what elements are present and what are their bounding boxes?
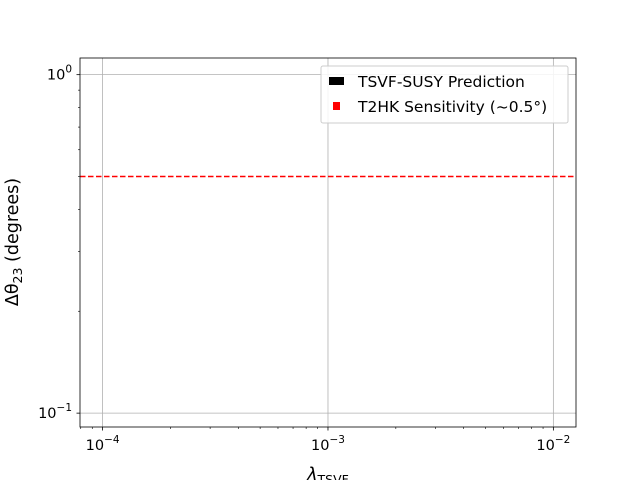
y-tick-label-exponent: −1 (57, 402, 72, 414)
x-tick-label: 10−4 (86, 434, 120, 454)
major-ticks (76, 74, 554, 431)
x-axis-label: λTSVF (306, 465, 349, 480)
x-tick-label-base: 10 (86, 438, 104, 454)
legend-label-prediction: TSVF-SUSY Prediction (357, 73, 525, 91)
y-tick-label: 100 (47, 64, 72, 84)
x-axis-label-subscript: TSVF (317, 472, 349, 480)
x-tick-label-base: 10 (536, 438, 554, 454)
legend: TSVF-SUSY Prediction T2HK Sensitivity (~… (320, 65, 569, 124)
legend-box (320, 65, 569, 124)
y-axis-label-subscript: 23 (10, 268, 25, 284)
minor-ticks (78, 89, 544, 429)
y-axis-label-prefix: Δθ (3, 283, 23, 306)
y-tick-label-base: 10 (47, 68, 65, 84)
y-axis-label-suffix: (degrees) (3, 178, 23, 268)
x-tick-label-exponent: −2 (555, 434, 570, 446)
x-tick-labels: 10−4 10−3 10−2 (86, 434, 571, 454)
legend-swatch-sensitivity (333, 102, 340, 110)
y-tick-label-exponent: 0 (65, 64, 72, 76)
legend-label-sensitivity: T2HK Sensitivity (~0.5°) (357, 98, 547, 116)
x-tick-label-exponent: −3 (329, 434, 344, 446)
y-axis-label: Δθ23 (degrees) (3, 178, 25, 306)
x-tick-label-exponent: −4 (104, 434, 120, 446)
y-tick-label-base: 10 (38, 406, 56, 422)
x-tick-label: 10−3 (311, 434, 345, 454)
x-tick-label-base: 10 (311, 438, 329, 454)
x-axis-label-symbol: λ (306, 465, 317, 480)
y-tick-label: 10−1 (38, 402, 72, 422)
plot-frame (79, 57, 577, 428)
x-tick-label: 10−2 (536, 434, 570, 454)
legend-swatch-prediction (329, 77, 344, 85)
